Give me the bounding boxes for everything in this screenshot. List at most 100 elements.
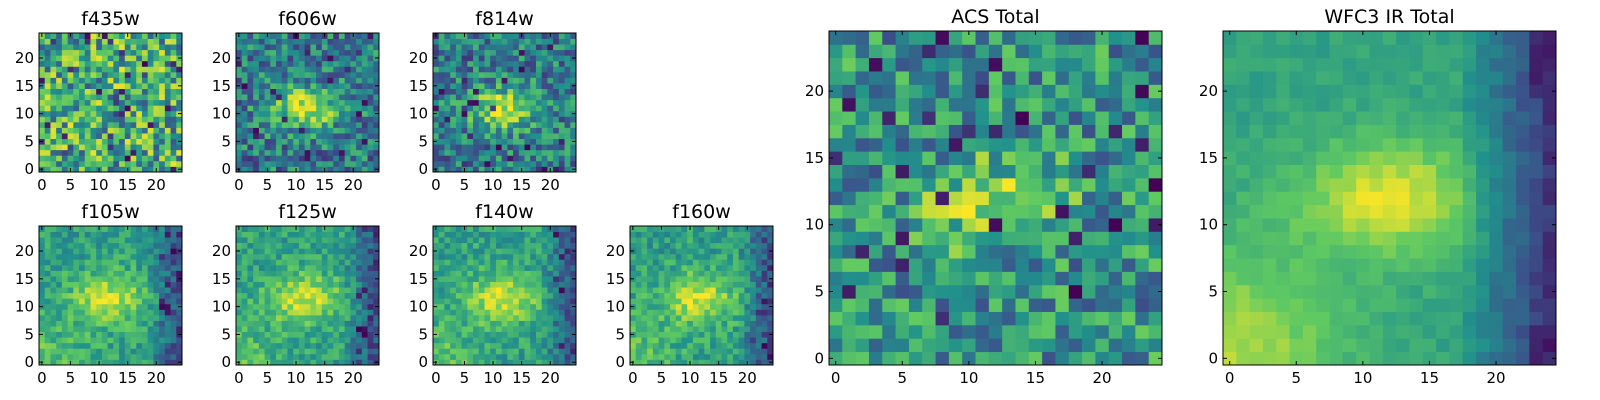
heatmap-cell [558,314,565,321]
heatmap-cell [553,226,560,232]
heatmap-cell [258,38,265,45]
heatmap-cell [652,259,659,266]
heatmap-cell [304,71,311,78]
heatmap-cell [159,83,166,89]
heatmap-cell [159,149,166,156]
heatmap-cell [344,326,351,333]
heatmap-cell [304,38,311,45]
heatmap-cell [530,231,537,238]
heatmap-cell [553,359,560,366]
heatmap-cell [490,83,497,89]
heatmap-cell [141,331,149,338]
axes-frame [432,225,577,366]
heatmap-cell [507,60,514,67]
heatmap-cell [338,60,346,67]
heatmap-cell [96,353,103,360]
heatmap-cell [524,326,531,333]
heatmap-cell [524,309,531,316]
heatmap-cell [495,348,503,355]
heatmap-cell [450,44,457,51]
heatmap-cell [281,66,288,73]
heatmap-cell [67,348,74,355]
heatmap-cell [310,149,317,156]
heatmap-cell [652,292,659,299]
heatmap-cell [1002,351,1016,366]
x-tick-label: 0 [234,176,244,194]
heatmap-cell [547,127,554,134]
heatmap-cell [276,298,283,305]
heatmap-cell [236,292,243,299]
heatmap-cell [270,248,277,255]
heatmap-cell [44,242,51,249]
heatmap-cell [107,160,114,167]
heatmap-cell [333,166,340,173]
heatmap-cell [107,38,114,45]
heatmap-cell [287,49,294,56]
heatmap-cell [141,259,149,266]
heatmap-cell [113,281,120,288]
heatmap-cell [558,60,565,67]
heatmap-cell [287,303,294,310]
heatmap-cell [147,133,154,140]
heatmap-cell [321,88,328,95]
heatmap-cell [270,44,277,51]
heatmap-cell [1095,338,1110,353]
heatmap-cell [744,326,751,333]
heatmap-cell [541,121,548,128]
heatmap-cell [501,353,508,360]
heatmap-cell [473,71,480,78]
heatmap-cell [444,116,451,123]
heatmap-cell [264,160,271,167]
heatmap-cell [484,264,491,271]
heatmap-cell [96,248,103,255]
heatmap-cell [270,49,277,56]
heatmap-cell [433,231,440,238]
heatmap-cell [652,314,659,321]
heatmap-cell [304,105,311,112]
heatmap-cell [327,314,334,321]
heatmap-cell [855,191,870,206]
heatmap-cell [356,259,363,266]
heatmap-cell [738,359,745,366]
heatmap-cell [124,276,131,282]
heatmap-cell [298,38,306,45]
heatmap-cell [484,287,491,294]
heatmap-cell [159,44,166,51]
heatmap-cell [153,259,160,266]
heatmap-cell [755,287,762,294]
heatmap-cell [490,60,497,67]
heatmap-cell [136,33,143,39]
heatmap-cell [321,144,328,151]
heatmap-cell [356,49,363,56]
heatmap-cell [350,138,357,145]
heatmap-cell [501,270,508,277]
heatmap-cell [153,287,160,294]
heatmap-cell [276,237,283,244]
heatmap-cell [147,33,154,39]
heatmap-cell [455,287,462,294]
heatmap-cell [988,164,1003,179]
heatmap-cell [755,281,762,288]
heatmap-cell [159,133,166,140]
heatmap-cell [287,77,294,84]
heatmap-cell [270,326,277,333]
heatmap-cell [333,110,340,117]
heatmap-cell [270,110,277,117]
heatmap-cell [564,71,571,78]
heatmap-cell [281,342,288,349]
heatmap-cell [444,281,451,288]
heatmap-cell [264,231,271,238]
heatmap-cell [141,49,149,56]
heatmap-cell [704,298,711,305]
heatmap-cell [518,105,525,112]
heatmap-cell [484,49,491,56]
heatmap-cell [79,38,86,45]
heatmap-cell [444,264,451,271]
heatmap-cell [293,337,300,344]
heatmap-cell [298,314,306,321]
heatmap-cell [130,110,137,117]
heatmap-cell [484,160,491,167]
heatmap-cell [433,253,440,260]
heatmap-cell [361,320,368,327]
heatmap-cell [119,287,126,294]
